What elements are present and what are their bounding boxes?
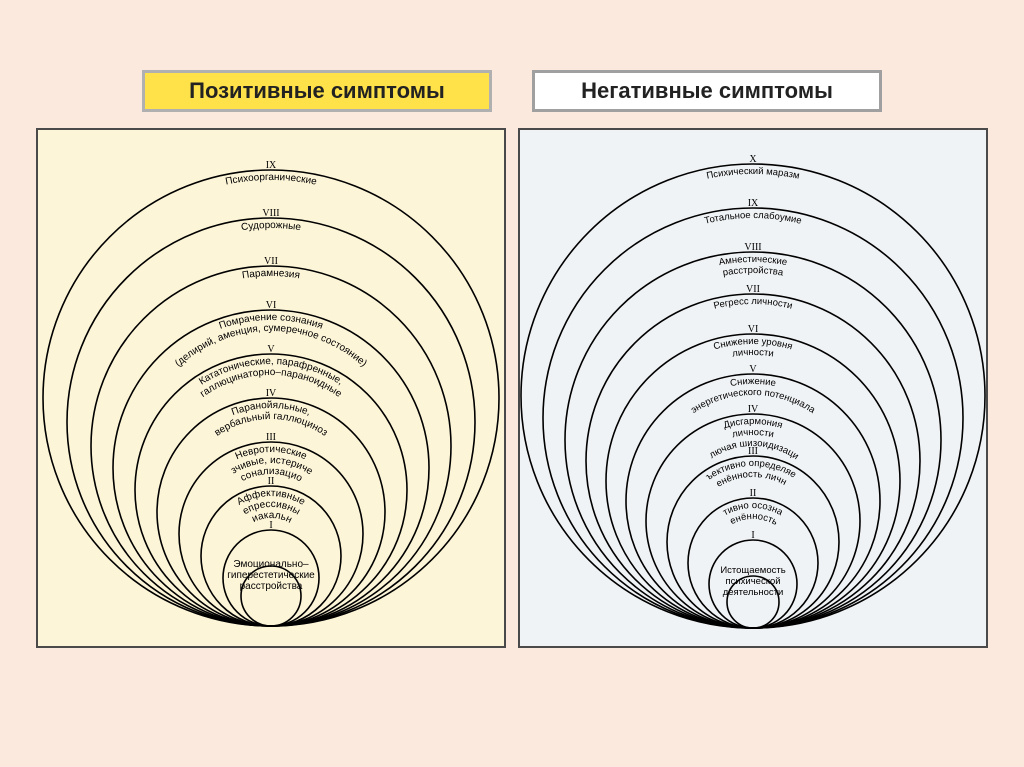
- pos-roman-IX: IX: [266, 160, 277, 171]
- header-positive: Позитивные симптомы: [142, 70, 492, 112]
- neg-roman-VI: VI: [748, 324, 759, 335]
- neg-roman-I: I: [751, 530, 754, 541]
- neg-label-I-0: Истощаемость: [720, 565, 785, 576]
- pos-label-I-1: гиперестетические: [227, 570, 315, 581]
- neg-label-VI-1: личности: [732, 347, 775, 360]
- pos-label-I-0: Эмоционально–: [233, 559, 309, 570]
- neg-roman-VII: VII: [746, 284, 760, 295]
- neg-roman-III: III: [748, 446, 758, 457]
- neg-roman-VIII: VIII: [744, 242, 761, 253]
- neg-roman-V: V: [749, 364, 757, 375]
- positive-symptoms-diagram: IXПсихоорганическиеVIIIСудорожныеVIIПара…: [36, 128, 506, 648]
- pos-label-I-2: расстройства: [240, 581, 303, 592]
- neg-label-I-2: деятельности: [723, 587, 784, 598]
- neg-roman-II: II: [750, 488, 757, 499]
- pos-roman-IV: IV: [266, 388, 277, 399]
- neg-roman-IV: IV: [748, 404, 759, 415]
- pos-roman-VI: VI: [266, 300, 277, 311]
- pos-roman-V: V: [267, 344, 275, 355]
- pos-roman-VII: VII: [264, 256, 278, 267]
- pos-roman-III: III: [266, 432, 276, 443]
- neg-roman-IX: IX: [748, 198, 759, 209]
- header-negative: Негативные симптомы: [532, 70, 882, 112]
- page: Позитивные симптомы Негативные симптомы …: [0, 0, 1024, 767]
- negative-symptoms-diagram: XПсихический маразмIXТотальное слабоумие…: [518, 128, 988, 648]
- pos-svg: IXПсихоорганическиеVIIIСудорожныеVIIПара…: [36, 128, 506, 648]
- pos-roman-I: I: [269, 520, 272, 531]
- neg-svg: XПсихический маразмIXТотальное слабоумие…: [518, 128, 988, 648]
- pos-roman-II: II: [268, 476, 275, 487]
- headers-row: Позитивные симптомы Негативные симптомы: [0, 0, 1024, 122]
- pos-roman-VIII: VIII: [262, 208, 279, 219]
- panels-row: IXПсихоорганическиеVIIIСудорожныеVIIПара…: [0, 122, 1024, 648]
- neg-roman-X: X: [749, 154, 757, 165]
